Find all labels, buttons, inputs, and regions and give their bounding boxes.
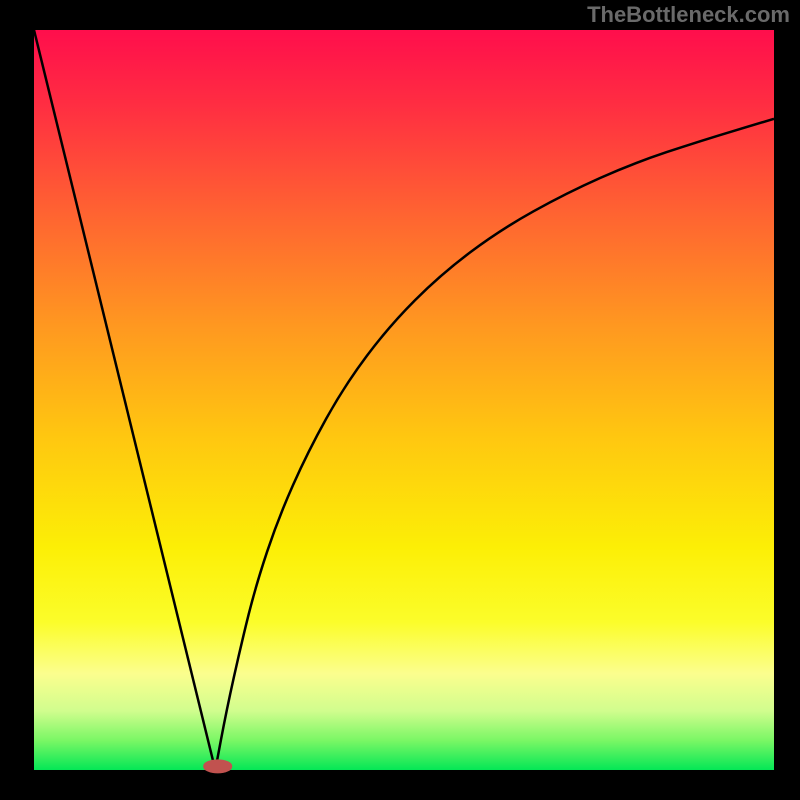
minimum-marker <box>203 760 233 773</box>
left-curve-segment <box>34 30 215 770</box>
chart-container: TheBottleneck.com <box>0 0 800 800</box>
curve-layer <box>34 30 774 770</box>
plot-area <box>34 30 774 770</box>
watermark-text: TheBottleneck.com <box>587 2 790 28</box>
right-curve-segment <box>215 119 774 770</box>
